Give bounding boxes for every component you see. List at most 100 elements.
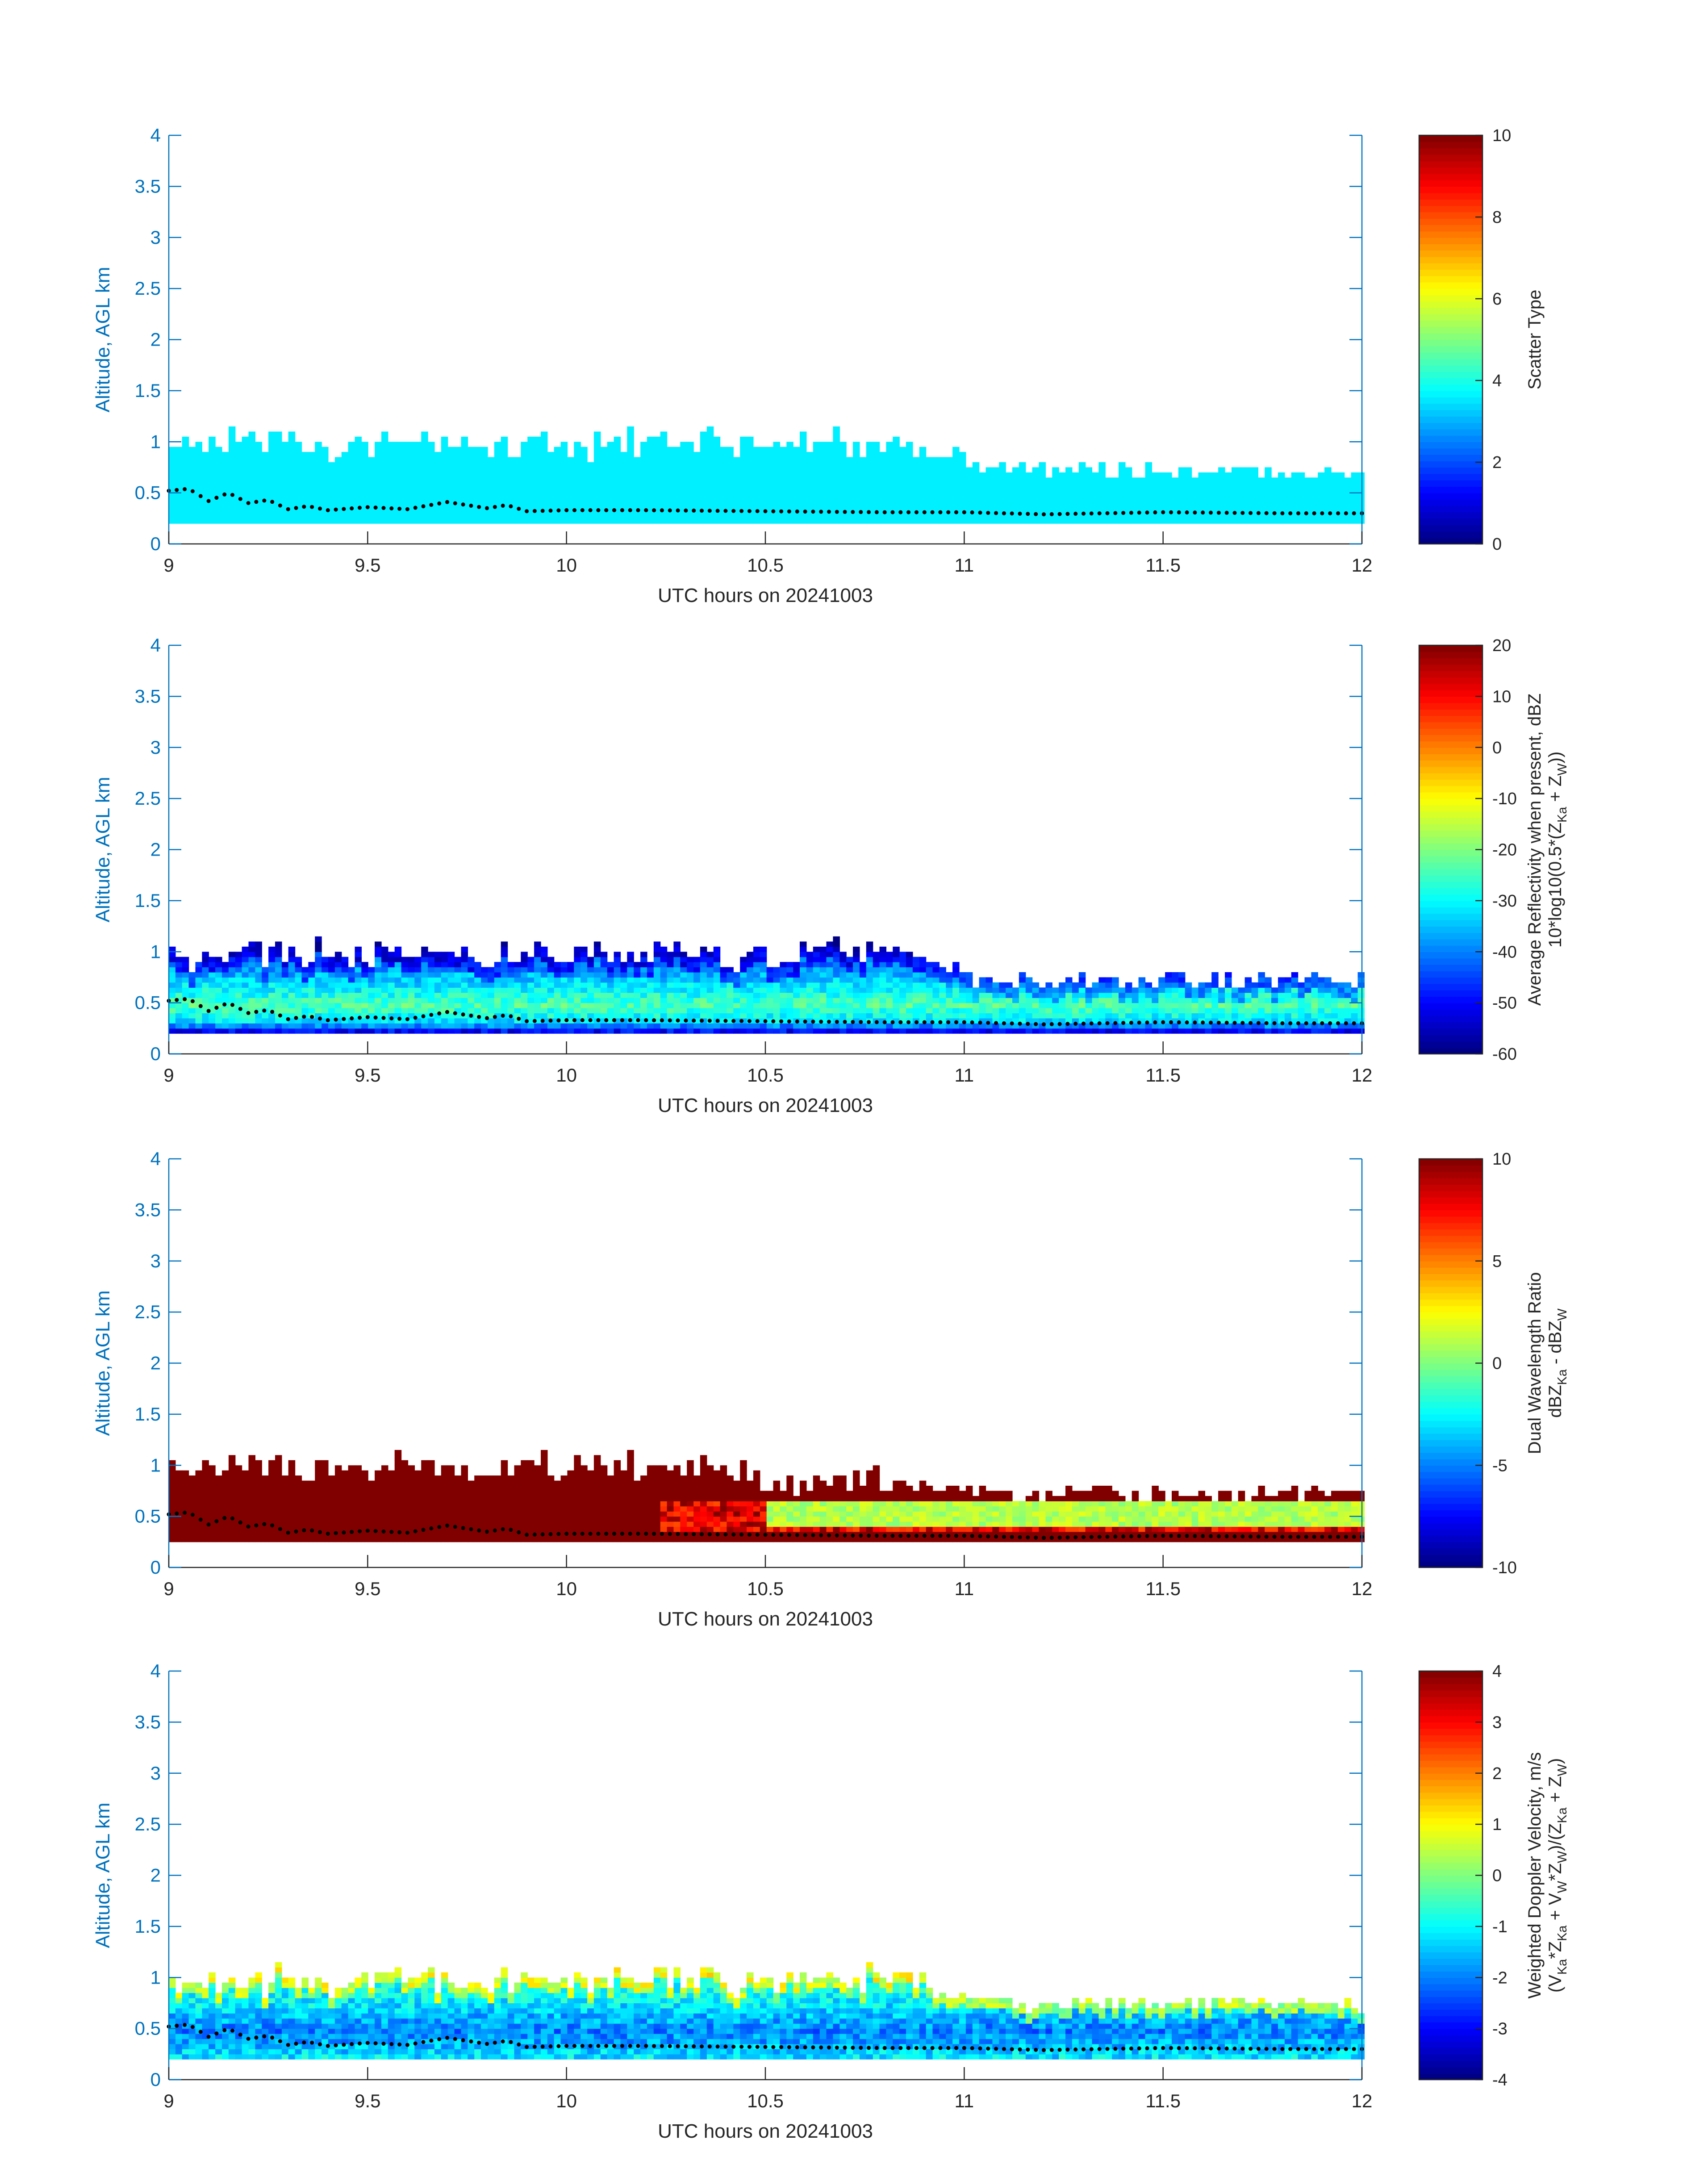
heatmap-cell	[999, 1013, 1006, 1019]
heatmap-cell	[414, 467, 422, 473]
heatmap-cell	[447, 508, 455, 514]
heatmap-cell	[474, 508, 481, 514]
heatmap-cell	[919, 518, 927, 524]
heatmap-cell	[461, 998, 468, 1003]
heatmap-cell	[209, 977, 216, 983]
heatmap-cell	[188, 457, 196, 463]
heatmap-cell	[235, 477, 242, 483]
heatmap-cell	[255, 977, 262, 983]
heatmap-cell	[408, 477, 415, 483]
heatmap-cell	[560, 477, 568, 483]
heatmap-cell	[1225, 503, 1232, 509]
heatmap-cell	[541, 967, 548, 973]
heatmap-cell	[248, 992, 255, 998]
heatmap-cell	[614, 972, 621, 978]
heatmap-cell	[521, 998, 528, 1003]
heatmap-cell	[733, 493, 740, 498]
heatmap-cell	[1145, 1003, 1152, 1008]
cloud-base-dot	[183, 487, 187, 491]
heatmap-cell	[1039, 472, 1046, 478]
heatmap-cell	[202, 472, 209, 478]
heatmap-cell	[773, 452, 780, 458]
heatmap-cell	[859, 962, 867, 968]
heatmap-cell	[1112, 998, 1119, 1003]
heatmap-cell	[614, 518, 621, 524]
heatmap-cell	[873, 972, 880, 978]
heatmap-cell	[1132, 1013, 1139, 1019]
heatmap-cell	[952, 498, 960, 504]
heatmap-cell	[1119, 1028, 1126, 1034]
heatmap-cell	[375, 967, 382, 973]
heatmap-cell	[308, 987, 315, 993]
heatmap-cell	[680, 957, 687, 962]
heatmap-cell	[202, 1018, 209, 1024]
heatmap-cell	[222, 1013, 229, 1019]
heatmap-cell	[700, 431, 707, 437]
heatmap-cell	[939, 477, 946, 483]
heatmap-cell	[361, 447, 368, 452]
heatmap-cell	[209, 1013, 216, 1019]
heatmap-cell	[1138, 987, 1146, 993]
heatmap-cell	[1085, 467, 1093, 473]
heatmap-cell	[447, 957, 455, 962]
heatmap-cell	[222, 518, 229, 524]
heatmap-cell	[859, 1008, 867, 1014]
heatmap-cell	[421, 467, 428, 473]
heatmap-cell	[713, 442, 721, 447]
heatmap-cell	[906, 962, 913, 968]
heatmap-cell	[866, 447, 873, 452]
heatmap-cell	[1337, 498, 1345, 504]
heatmap-cell	[547, 1028, 555, 1034]
heatmap-cell	[461, 442, 468, 447]
heatmap-cell	[593, 513, 601, 519]
heatmap-cell	[653, 946, 661, 952]
heatmap-cell	[560, 977, 568, 983]
heatmap-cell	[401, 1008, 409, 1014]
heatmap-cell	[169, 1008, 176, 1014]
heatmap-cell	[1045, 518, 1052, 524]
heatmap-cell	[494, 1008, 501, 1014]
heatmap-cell	[414, 477, 422, 483]
heatmap-cell	[414, 457, 422, 463]
heatmap-cell	[620, 987, 627, 993]
heatmap-cell	[1291, 503, 1299, 509]
heatmap-cell	[753, 488, 760, 493]
heatmap-cell	[893, 1023, 900, 1029]
heatmap-cell	[521, 1013, 528, 1019]
heatmap-cell	[375, 972, 382, 978]
heatmap-cell	[408, 1028, 415, 1034]
heatmap-cell	[375, 977, 382, 983]
heatmap-cell	[322, 472, 329, 478]
heatmap-cell	[521, 972, 528, 978]
heatmap-cell	[401, 477, 409, 483]
heatmap-cell	[986, 982, 993, 988]
heatmap-cell	[521, 467, 528, 473]
heatmap-cell	[593, 503, 601, 509]
heatmap-cell	[1025, 503, 1033, 509]
heatmap-cell	[673, 467, 681, 473]
heatmap-cell	[886, 998, 893, 1003]
heatmap-cell	[992, 503, 999, 509]
heatmap-cell	[275, 472, 282, 478]
heatmap-cell	[813, 1023, 820, 1029]
heatmap-cell	[846, 992, 853, 998]
heatmap-cell	[912, 982, 920, 988]
heatmap-cell	[700, 1008, 707, 1014]
heatmap-cell	[640, 467, 647, 473]
heatmap-cell	[886, 498, 893, 504]
heatmap-cell	[1019, 477, 1026, 483]
heatmap-cell	[706, 472, 714, 478]
heatmap-cell	[760, 1023, 767, 1029]
heatmap-cell	[308, 992, 315, 998]
heatmap-cell	[614, 998, 621, 1003]
heatmap-cell	[341, 488, 349, 493]
heatmap-cell	[441, 1013, 448, 1019]
heatmap-cell	[773, 498, 780, 504]
heatmap-cell	[567, 457, 574, 463]
heatmap-cell	[846, 462, 853, 468]
cloud-base-dot	[1209, 510, 1213, 515]
heatmap-cell	[1178, 467, 1186, 473]
heatmap-cell	[209, 488, 216, 493]
colorbar-segment	[1419, 416, 1482, 423]
heatmap-cell	[394, 442, 402, 447]
